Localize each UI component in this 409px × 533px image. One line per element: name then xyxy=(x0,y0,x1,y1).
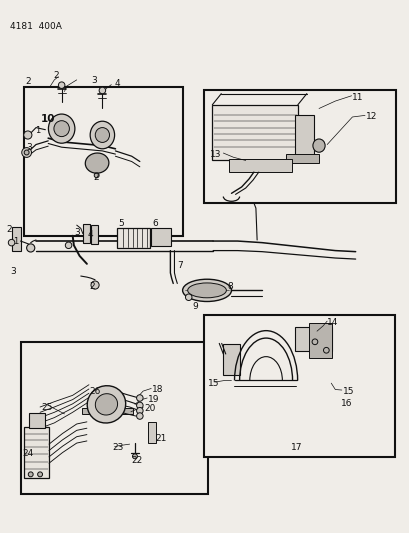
Circle shape xyxy=(136,395,143,401)
Ellipse shape xyxy=(95,394,117,415)
Text: 12: 12 xyxy=(365,112,377,122)
Circle shape xyxy=(91,281,99,289)
Bar xyxy=(294,327,331,351)
Bar xyxy=(308,323,332,358)
Bar xyxy=(82,408,133,414)
Text: 3: 3 xyxy=(91,76,97,85)
Text: 2: 2 xyxy=(54,71,59,80)
Text: 24: 24 xyxy=(22,449,34,458)
Ellipse shape xyxy=(85,153,109,173)
Text: 26: 26 xyxy=(89,386,100,395)
Text: 1: 1 xyxy=(13,237,18,246)
Circle shape xyxy=(323,348,328,353)
Text: 8: 8 xyxy=(227,282,233,291)
Bar xyxy=(286,154,318,163)
Text: 2: 2 xyxy=(93,173,99,182)
Circle shape xyxy=(22,148,31,157)
Text: 15: 15 xyxy=(342,386,353,395)
Bar xyxy=(117,228,150,248)
Circle shape xyxy=(24,150,29,155)
Bar xyxy=(212,105,297,160)
Text: 25: 25 xyxy=(41,402,52,411)
Bar xyxy=(83,224,90,243)
Bar xyxy=(294,115,313,155)
Bar xyxy=(204,316,394,457)
Ellipse shape xyxy=(87,386,126,423)
Text: 3: 3 xyxy=(27,143,32,152)
Text: 21: 21 xyxy=(155,434,166,443)
Text: 4: 4 xyxy=(115,79,120,88)
Bar xyxy=(24,87,183,236)
Bar xyxy=(204,91,395,203)
Circle shape xyxy=(65,242,72,248)
Circle shape xyxy=(94,173,99,177)
Bar xyxy=(29,414,45,428)
Bar xyxy=(24,427,49,478)
Ellipse shape xyxy=(312,139,324,152)
Text: 23: 23 xyxy=(112,443,123,453)
Text: 20: 20 xyxy=(144,404,155,413)
Circle shape xyxy=(58,82,65,88)
Circle shape xyxy=(136,402,143,409)
Circle shape xyxy=(132,454,137,459)
Circle shape xyxy=(24,131,32,139)
Ellipse shape xyxy=(187,283,226,298)
Bar xyxy=(223,344,240,375)
Circle shape xyxy=(28,472,33,477)
Text: 1: 1 xyxy=(35,126,40,135)
Text: 4: 4 xyxy=(88,230,93,239)
Text: 2: 2 xyxy=(26,77,31,86)
Bar xyxy=(151,228,171,246)
Text: 16: 16 xyxy=(341,399,352,408)
Text: 22: 22 xyxy=(131,456,143,465)
Text: 9: 9 xyxy=(191,302,197,311)
Text: 4181  400A: 4181 400A xyxy=(9,21,61,30)
Circle shape xyxy=(185,294,191,301)
Text: 11: 11 xyxy=(352,93,363,102)
Text: 3: 3 xyxy=(74,228,79,237)
Bar xyxy=(91,225,98,244)
Text: 13: 13 xyxy=(209,150,221,159)
Text: 10: 10 xyxy=(41,114,56,124)
Text: 15: 15 xyxy=(207,378,219,387)
Text: 5: 5 xyxy=(117,219,123,228)
Text: 3: 3 xyxy=(10,268,16,276)
Bar xyxy=(11,227,20,251)
Text: 14: 14 xyxy=(326,318,338,327)
Circle shape xyxy=(99,87,106,94)
Circle shape xyxy=(311,339,317,345)
Bar xyxy=(21,342,208,495)
Circle shape xyxy=(27,244,35,252)
Text: 19: 19 xyxy=(148,394,159,403)
Text: 6: 6 xyxy=(152,219,157,228)
Ellipse shape xyxy=(95,127,109,142)
Ellipse shape xyxy=(54,120,69,136)
Circle shape xyxy=(38,472,43,477)
Circle shape xyxy=(136,413,143,419)
Text: 2: 2 xyxy=(89,282,94,291)
Ellipse shape xyxy=(48,114,75,143)
Ellipse shape xyxy=(90,121,115,149)
Bar xyxy=(228,159,291,172)
Text: 17: 17 xyxy=(290,443,301,453)
Bar xyxy=(148,422,156,442)
Text: 2: 2 xyxy=(7,225,12,234)
Text: 7: 7 xyxy=(177,261,182,270)
Text: 18: 18 xyxy=(152,385,163,394)
Circle shape xyxy=(8,239,15,246)
Ellipse shape xyxy=(182,279,231,302)
Circle shape xyxy=(136,407,143,414)
